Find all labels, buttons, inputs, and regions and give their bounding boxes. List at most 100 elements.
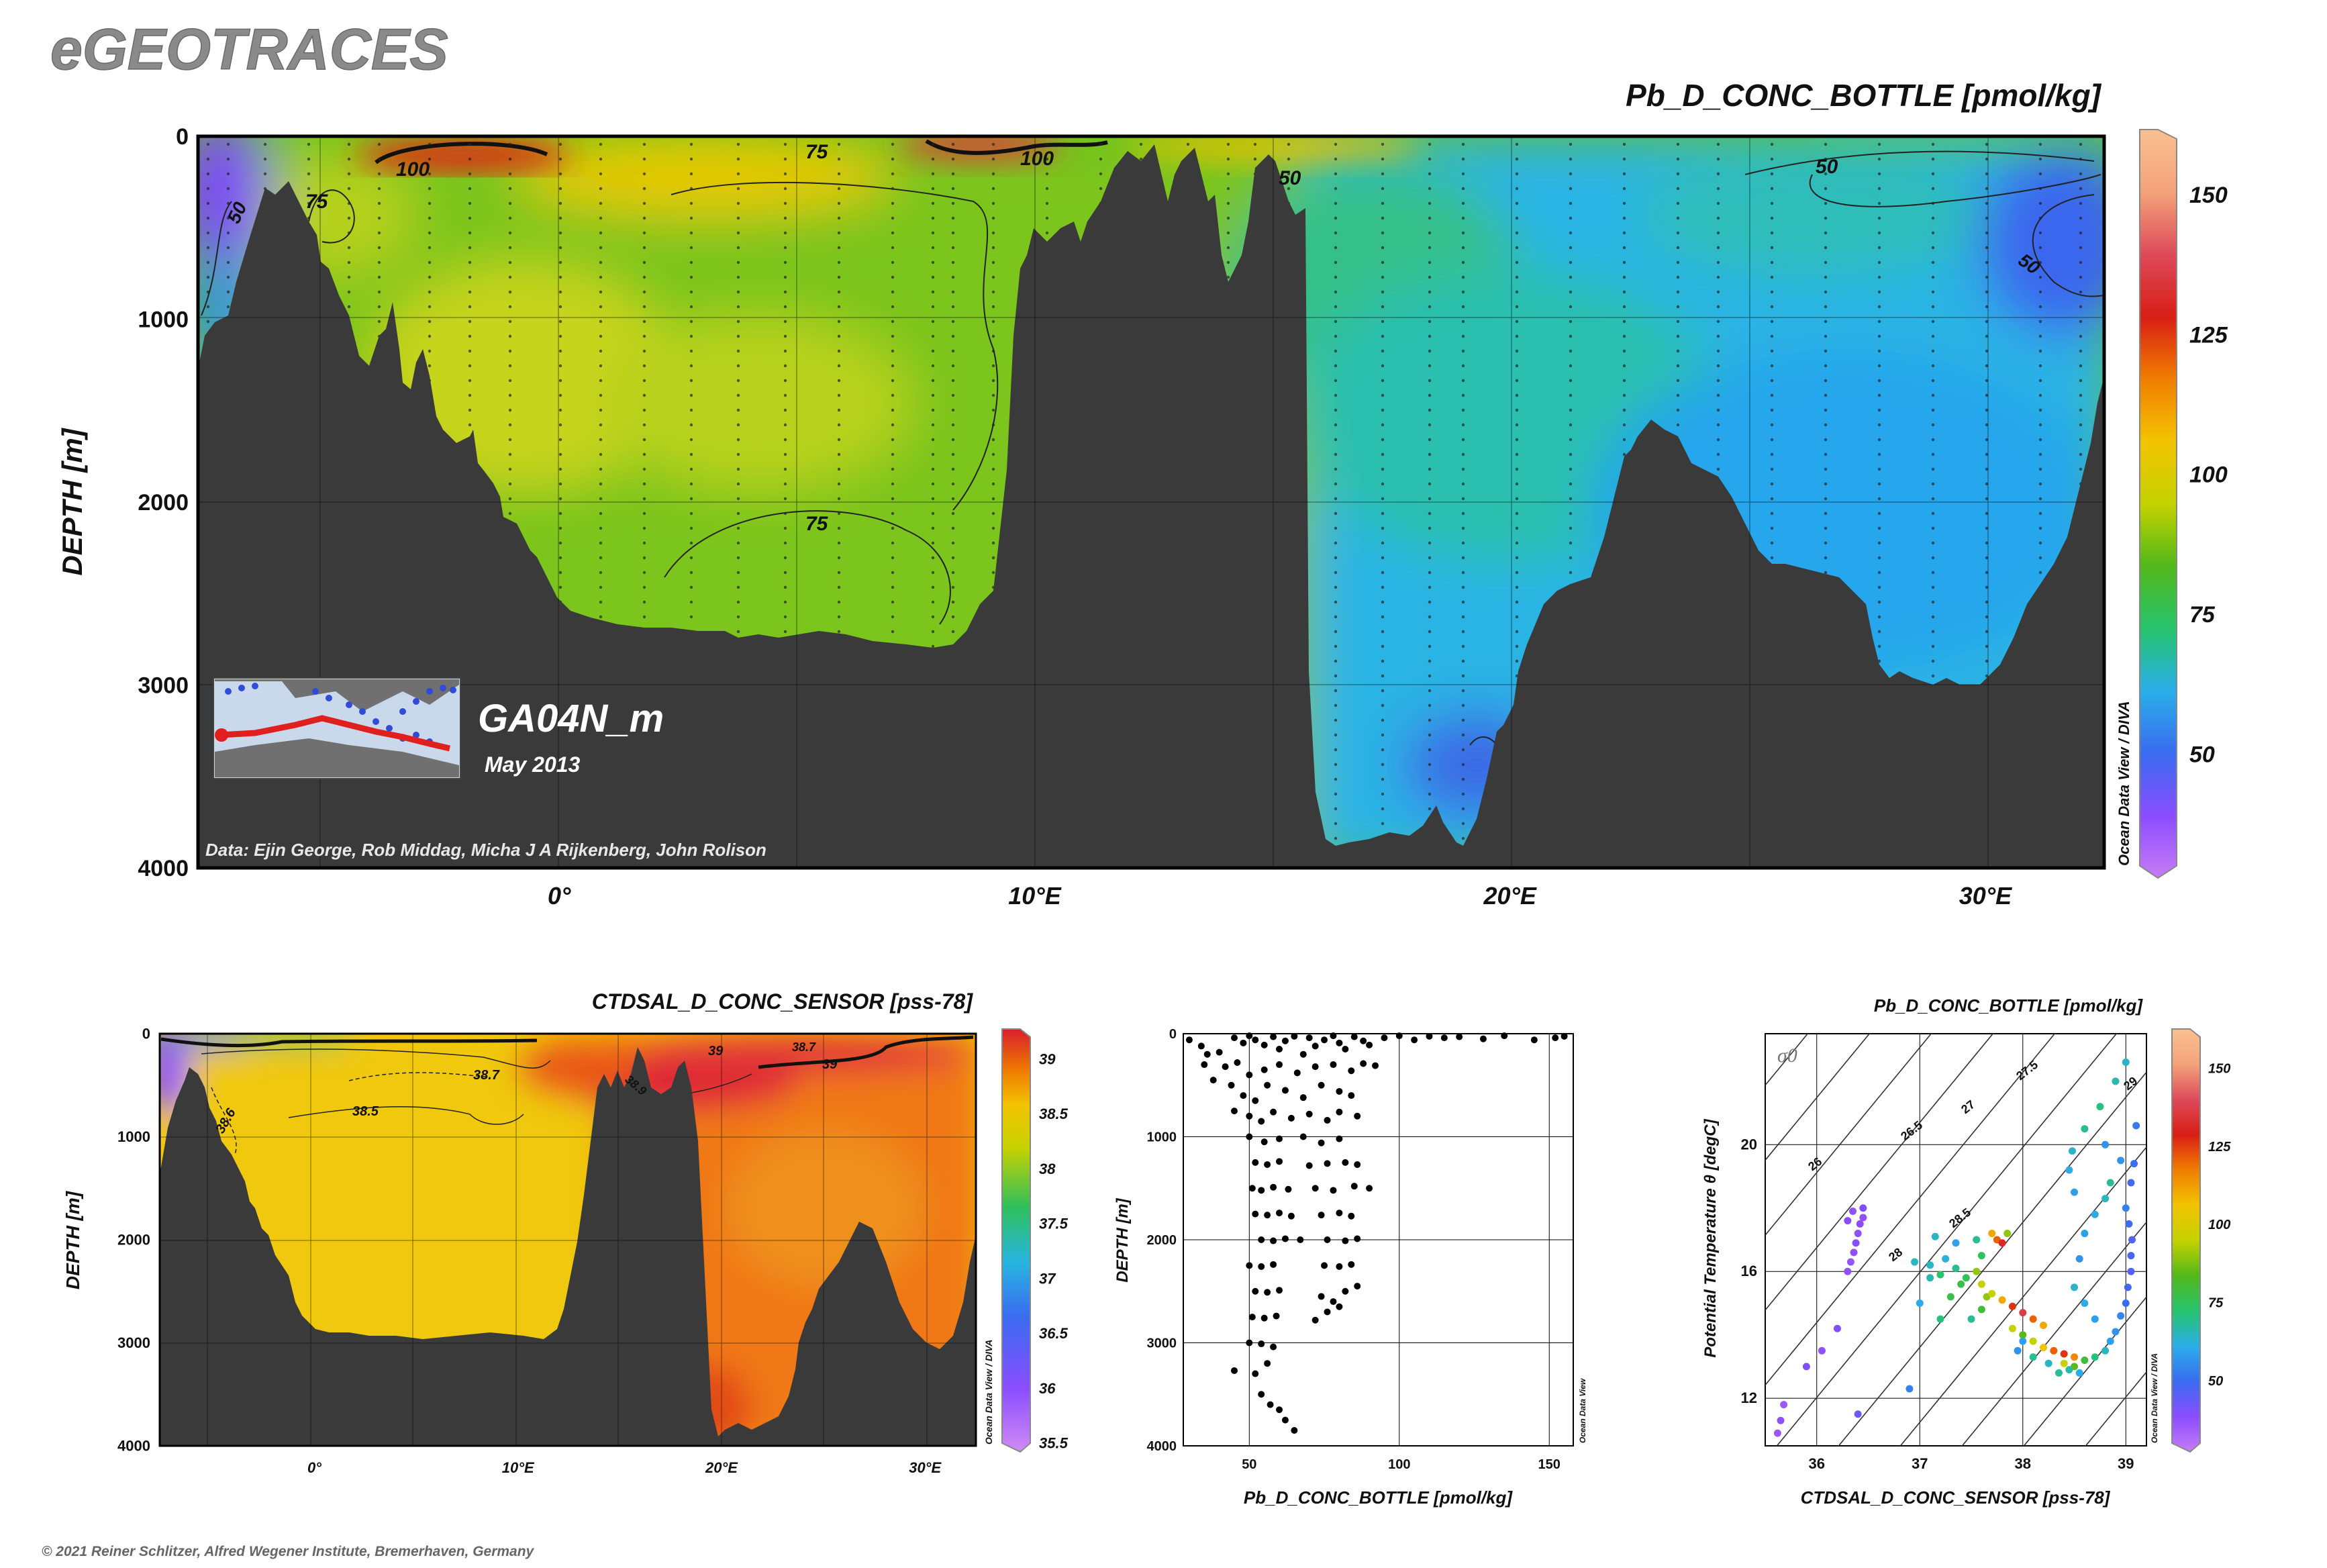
station-sample-dot: [226, 142, 230, 146]
station-sample-dot: [951, 305, 955, 309]
profile-point: [1321, 1036, 1328, 1044]
station-sample-dot: [1716, 260, 1720, 264]
station-sample-dot: [931, 320, 935, 324]
station-sample-dot: [508, 290, 512, 294]
station-sample-dot: [1461, 305, 1465, 309]
ts-point: [1936, 1271, 1944, 1279]
station-sample-dot: [558, 260, 562, 264]
station-sample-dot: [226, 290, 230, 294]
ts-point: [1802, 1363, 1810, 1371]
station-sample-dot: [558, 393, 562, 397]
station-sample-dot: [377, 231, 381, 235]
ts-point: [1846, 1258, 1854, 1266]
profile-point: [1260, 1314, 1268, 1322]
station-sample-dot: [1716, 467, 1720, 471]
station-sample-dot: [1877, 423, 1881, 427]
station-sample-dot: [1824, 452, 1828, 456]
copyright: © 2021 Reiner Schlitzer, Alfred Wegener …: [42, 1544, 535, 1559]
station-sample-dot: [1770, 172, 1774, 176]
station-sample-dot: [1770, 157, 1774, 161]
ts-point: [1833, 1324, 1841, 1332]
isopycnal-line: [2238, 899, 2327, 1486]
station-sample-dot: [931, 467, 935, 471]
station-sample-dot: [783, 187, 787, 191]
station-sample-dot: [599, 172, 603, 176]
station-sample-dot: [1461, 541, 1465, 545]
station-sample-dot: [1334, 689, 1338, 693]
profile-point: [1456, 1033, 1463, 1040]
odv-credit-ts: Ocean Data View / DIVA: [2150, 1353, 2159, 1443]
station-sample-dot: [1770, 556, 1774, 560]
station-sample-dot: [1569, 482, 1573, 486]
station-sample-dot: [1569, 142, 1573, 146]
station-sample-dot: [2038, 393, 2042, 397]
y-tick-label: 2000: [138, 490, 189, 516]
profile-point: [1252, 1370, 1259, 1377]
profile-point: [1350, 1183, 1358, 1190]
station-sample-dot: [1569, 172, 1573, 176]
station-sample-dot: [1334, 334, 1338, 338]
station-sample-dot: [1515, 511, 1519, 516]
station-sample-dot: [1334, 630, 1338, 634]
station-sample-dot: [837, 452, 841, 456]
station-sample-dot: [689, 452, 693, 456]
profile-point: [1299, 1133, 1307, 1140]
station-sample-dot: [599, 438, 603, 442]
station-sample-dot: [783, 393, 787, 397]
station-sample-dot: [428, 157, 432, 161]
station-sample-dot: [1515, 556, 1519, 560]
station-sample-dot: [558, 423, 562, 427]
station-sample-dot: [1569, 571, 1573, 575]
station-sample-dot: [951, 452, 955, 456]
station-sample-dot: [1931, 231, 1935, 235]
contour-label: 38.5: [352, 1104, 379, 1119]
station-sample-dot: [307, 142, 311, 146]
station-sample-dot: [1381, 585, 1385, 589]
x-tick-label: 30°E: [1959, 882, 2012, 910]
profile-point: [1318, 1081, 1325, 1089]
profile-point: [1260, 1138, 1268, 1146]
station-sample-dot: [1226, 275, 1230, 279]
station-sample-dot: [1461, 600, 1465, 604]
station-sample-dot: [1461, 511, 1465, 516]
station-sample-dot: [1253, 142, 1257, 146]
station-sample-dot: [951, 585, 955, 589]
ts-point: [2117, 1157, 2125, 1165]
station-sample-dot: [689, 142, 693, 146]
station-sample-dot: [1334, 246, 1338, 250]
station-sample-dot: [736, 630, 740, 634]
isopycnal-line: [1838, 1071, 2146, 1446]
station-sample-dot: [1045, 187, 1049, 191]
station-sample-dot: [1381, 630, 1385, 634]
profile-point: [1299, 1050, 1307, 1058]
station-sample-dot: [1877, 526, 1881, 530]
station-sample-dot: [689, 408, 693, 412]
station-sample-dot: [1461, 659, 1465, 663]
station-sample-dot: [1985, 246, 1989, 250]
station-sample-dot: [1824, 305, 1828, 309]
station-sample-dot: [1226, 216, 1230, 220]
station-sample-dot: [1716, 172, 1720, 176]
station-sample-dot: [1985, 290, 1989, 294]
station-sample-dot: [347, 275, 351, 279]
station-sample-dot: [1824, 216, 1828, 220]
station-sample-dot: [642, 423, 646, 427]
station-sample-dot: [206, 231, 210, 235]
station-sample-dot: [377, 187, 381, 191]
station-sample-dot: [1461, 497, 1465, 501]
station-sample-dot: [1099, 172, 1103, 176]
station-sample-dot: [1226, 201, 1230, 205]
colorbar-tick-label: 35.5: [1039, 1435, 1069, 1452]
contour-label: 38.7: [473, 1068, 500, 1083]
station-sample-dot: [1877, 216, 1881, 220]
station-sample-dot: [1676, 334, 1680, 338]
profile-point: [1297, 1236, 1304, 1243]
station-sample-dot: [599, 571, 603, 575]
profile-point: [1228, 1081, 1235, 1089]
profile-point: [1260, 1066, 1268, 1073]
station-sample-dot: [1877, 467, 1881, 471]
station-sample-dot: [931, 393, 935, 397]
station-sample-dot: [599, 349, 603, 353]
station-sample-dot: [642, 393, 646, 397]
ts-point: [2112, 1077, 2120, 1085]
